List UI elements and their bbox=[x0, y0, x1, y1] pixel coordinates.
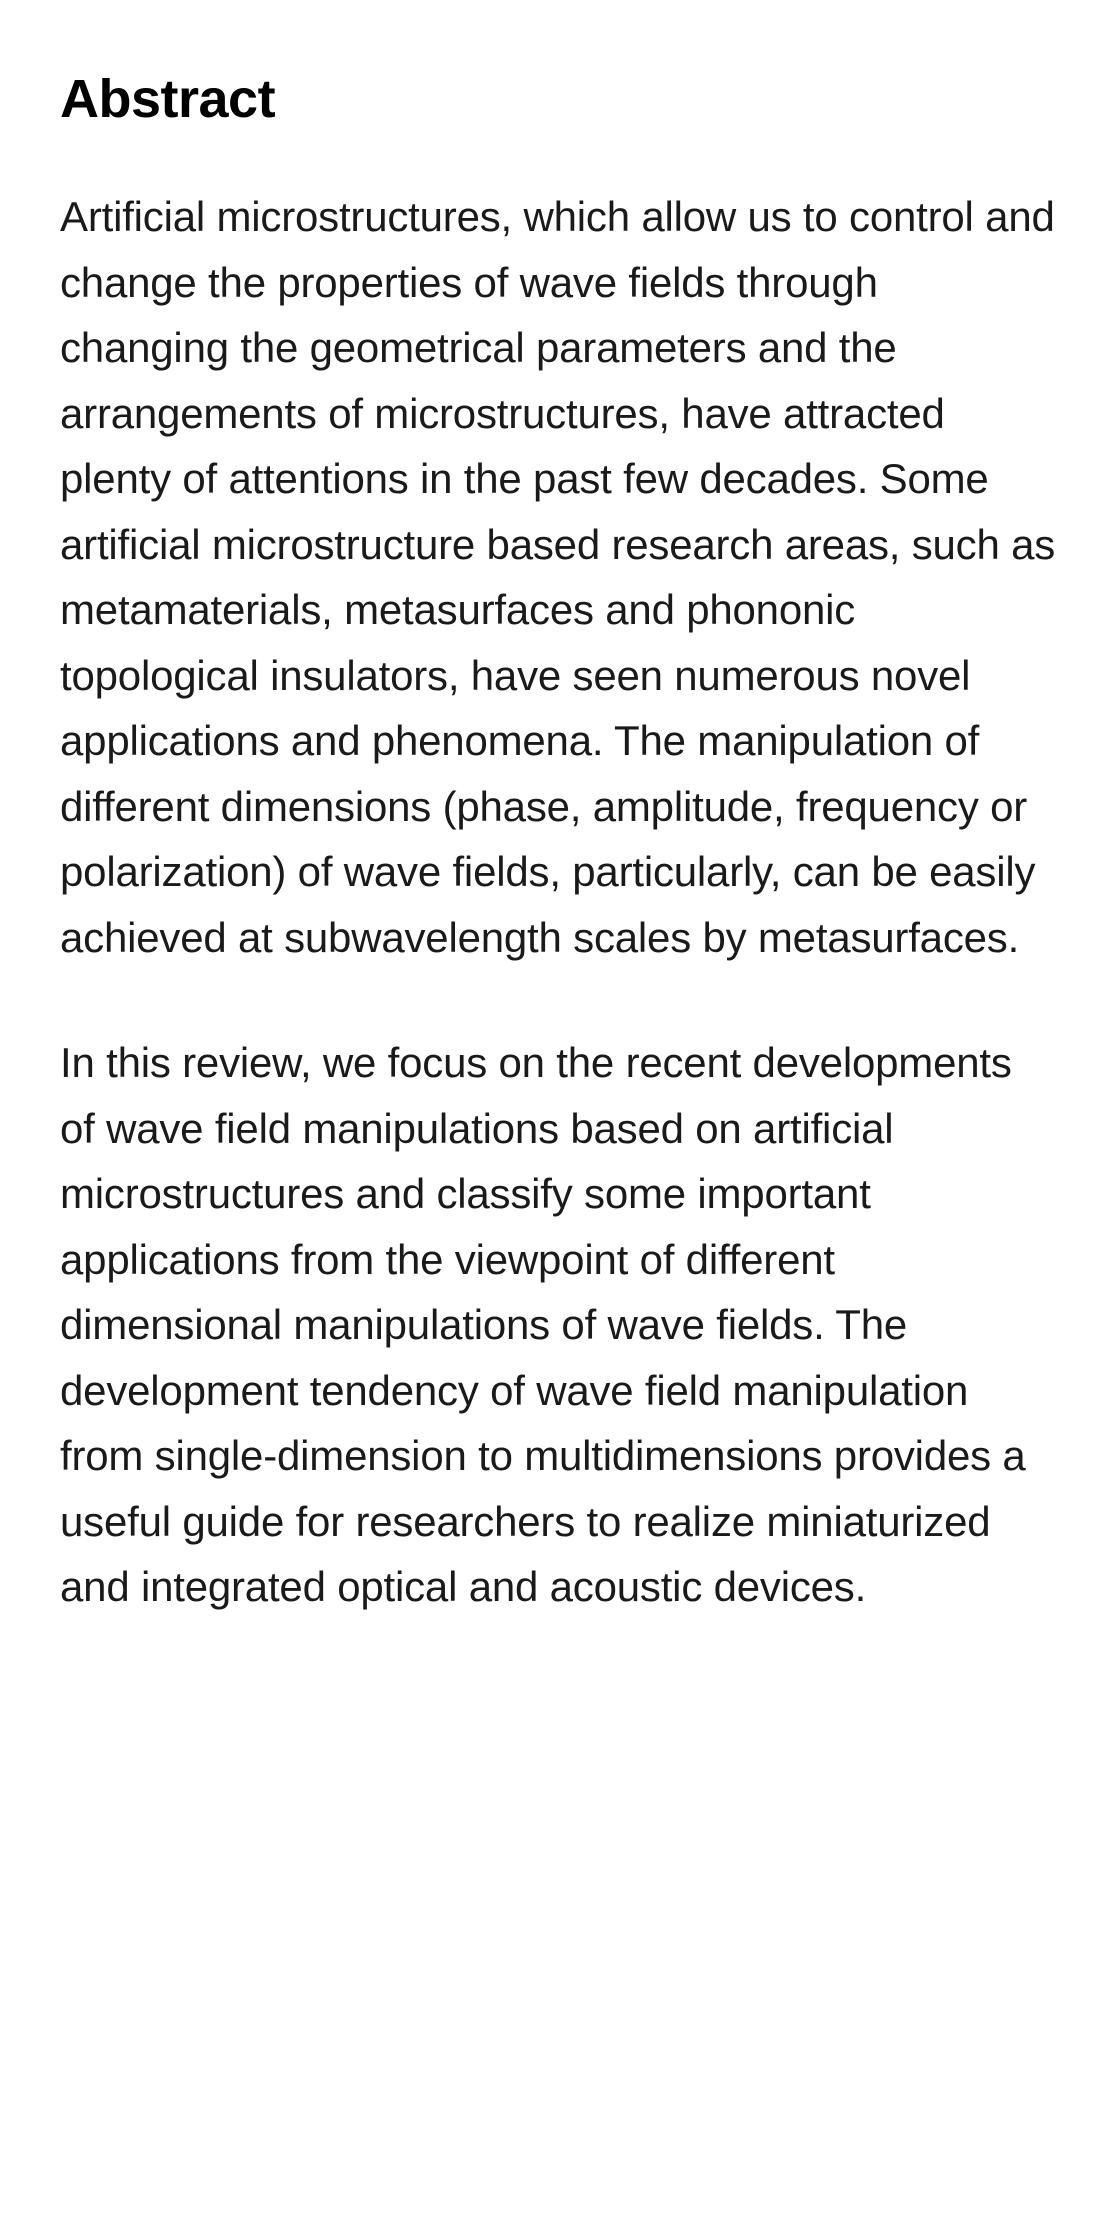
abstract-heading: Abstract bbox=[60, 68, 1057, 130]
abstract-section: Abstract Artificial microstructures, whi… bbox=[60, 68, 1057, 1620]
abstract-paragraph-1: Artificial microstructures, which allow … bbox=[60, 184, 1057, 970]
abstract-paragraph-2: In this review, we focus on the recent d… bbox=[60, 1030, 1057, 1620]
